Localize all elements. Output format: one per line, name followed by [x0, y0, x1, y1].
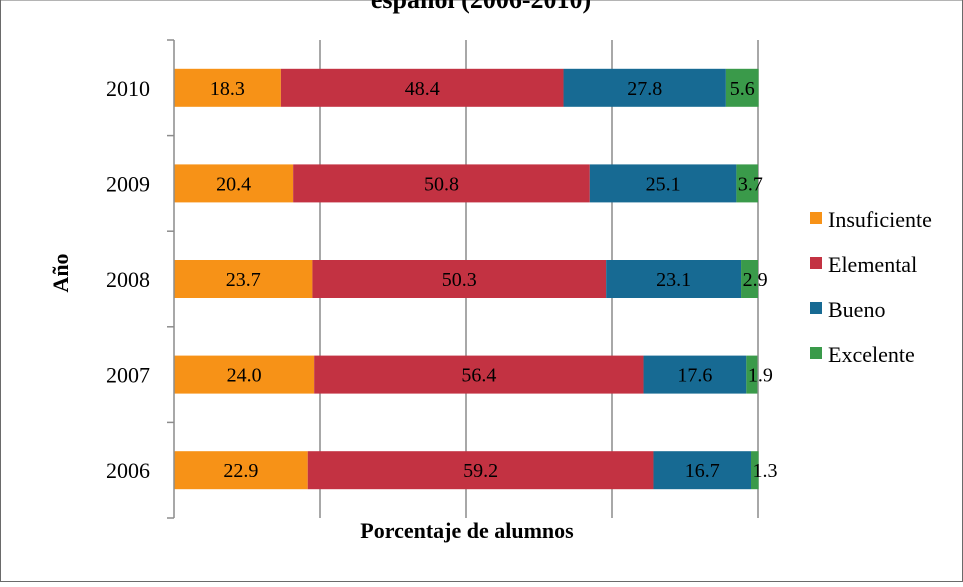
data-label: 25.1	[646, 173, 681, 195]
legend-label: Elemental	[828, 252, 917, 277]
legend-label: Excelente	[828, 342, 915, 367]
bar-insuficiente	[174, 164, 294, 203]
y-tick-label: 2008	[106, 267, 150, 292]
bar-bueno	[563, 68, 726, 107]
data-label: 23.7	[226, 269, 261, 291]
legend-swatch	[810, 257, 822, 269]
axes	[167, 39, 175, 519]
bars	[174, 68, 759, 490]
legend-swatch	[810, 212, 822, 224]
y-axis-title: Año	[48, 253, 73, 292]
bar-insuficiente	[174, 68, 281, 107]
data-label: 56.4	[461, 365, 496, 387]
bar-elemental	[293, 164, 590, 203]
bar-insuficiente	[174, 355, 315, 394]
data-label: 16.7	[685, 460, 720, 482]
bar-elemental	[280, 68, 564, 107]
data-label: 24.0	[227, 365, 262, 387]
data-label: 50.8	[424, 173, 459, 195]
x-axis-title: Porcentaje de alumnos	[360, 518, 574, 543]
chart-title: español (2006-2010)	[371, 0, 591, 14]
data-label: 3.7	[738, 173, 763, 195]
y-tick-label: 2010	[106, 76, 150, 101]
data-label: 20.4	[216, 173, 251, 195]
data-label: 48.4	[405, 78, 440, 100]
data-label: 27.8	[627, 78, 662, 100]
bar-excelente	[725, 68, 759, 107]
bar-elemental	[314, 355, 644, 394]
legend: Insuficiente Elemental Bueno Excelente	[810, 207, 932, 367]
bar-excelente	[750, 451, 759, 490]
bar-insuficiente	[174, 451, 308, 490]
legend-swatch	[810, 302, 822, 314]
legend-label: Bueno	[828, 297, 885, 322]
y-tick-label: 2006	[106, 458, 150, 483]
data-label: 5.6	[730, 78, 755, 100]
bar-excelente	[736, 164, 758, 203]
bar-elemental	[312, 260, 607, 298]
bar-bueno	[589, 164, 737, 203]
legend-label: Insuficiente	[828, 207, 932, 232]
y-tick-label: 2009	[106, 171, 150, 196]
bar-bueno	[606, 260, 742, 298]
y-tick-label: 2007	[106, 363, 150, 388]
data-label: 1.3	[752, 460, 777, 482]
data-label: 2.9	[743, 269, 768, 291]
data-label: 1.9	[748, 365, 773, 387]
bar-bueno	[653, 451, 751, 490]
bar-excelente	[741, 260, 758, 298]
bar-elemental	[307, 451, 654, 490]
data-label: 18.3	[210, 78, 245, 100]
data-label: 22.9	[223, 460, 258, 482]
bar-insuficiente	[174, 260, 313, 298]
data-label: 59.2	[463, 460, 498, 482]
bar-excelente	[746, 355, 758, 394]
labels: 18.3 48.4 27.8 5.6 2010 20.4 50.8 25.1 3.7 2009 23…	[106, 76, 777, 483]
bar-bueno	[643, 355, 747, 394]
data-label: 23.1	[656, 269, 691, 291]
legend-swatch	[810, 347, 822, 359]
data-label: 17.6	[677, 365, 712, 387]
data-label: 50.3	[442, 269, 477, 291]
